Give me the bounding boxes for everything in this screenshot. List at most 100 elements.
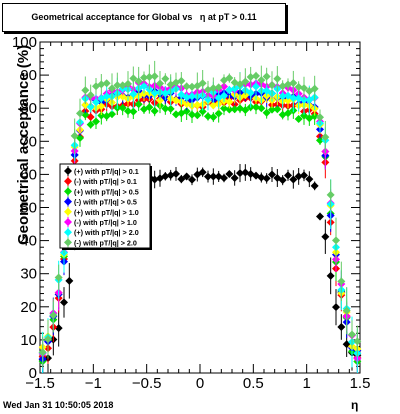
data-point [225, 86, 234, 95]
data-point [92, 98, 100, 107]
series-7 [38, 60, 362, 368]
data-point [145, 103, 154, 112]
y-tick-label: 10 [20, 332, 37, 349]
data-point [129, 74, 138, 83]
legend-label: (-) with pT/|q| > 0.1 [74, 177, 137, 186]
data-point [214, 83, 223, 92]
data-point [300, 84, 308, 93]
x-tick-label: 1.5 [350, 375, 371, 392]
y-tick-label: 80 [20, 100, 37, 117]
y-tick-label: 60 [20, 166, 37, 183]
data-point [289, 175, 298, 184]
data-point [326, 271, 335, 280]
data-point [225, 105, 234, 114]
data-point [161, 104, 170, 113]
data-point [193, 81, 202, 90]
data-point [230, 173, 239, 182]
data-point [166, 104, 175, 113]
data-point [209, 172, 218, 181]
data-point [342, 306, 351, 315]
data-point [246, 73, 255, 82]
data-point [97, 102, 106, 111]
data-point [172, 169, 180, 178]
legend-label: (+) with pT/|q| > 1.0 [74, 208, 139, 217]
legend-label: (-) with pT/|q| > 2.0 [74, 238, 137, 247]
data-point [102, 79, 111, 88]
legend-label: (+) with pT/|q| > 0.5 [74, 187, 139, 196]
y-tick-label: 40 [20, 233, 37, 250]
legend-label: (-) with pT/|q| > 1.0 [74, 218, 137, 227]
y-tick-label: 70 [20, 133, 37, 150]
data-point [54, 273, 63, 282]
data-point [166, 171, 175, 180]
data-point [38, 348, 47, 357]
data-point [353, 337, 362, 346]
data-point [86, 102, 95, 111]
data-point [198, 168, 207, 177]
legend-label: (+) with pT/|q| > 0.1 [74, 167, 139, 176]
data-point [236, 169, 244, 178]
data-point [65, 276, 74, 285]
data-point [262, 174, 271, 183]
data-point [326, 190, 335, 199]
data-point [204, 172, 212, 181]
data-point [113, 81, 122, 90]
data-point [337, 322, 346, 331]
data-point [129, 107, 138, 116]
data-point [294, 114, 303, 123]
data-point [44, 335, 52, 344]
y-tick-label: 90 [20, 67, 37, 84]
data-point [289, 94, 298, 103]
data-point [86, 120, 95, 129]
data-point [220, 91, 228, 100]
data-point [81, 86, 90, 95]
data-point [316, 212, 324, 221]
data-point [193, 101, 202, 110]
data-point [220, 104, 228, 113]
data-point [252, 71, 260, 80]
data-point [204, 95, 212, 104]
data-point [257, 173, 266, 182]
data-point [348, 330, 356, 339]
data-point [70, 131, 79, 140]
y-tick-label: 30 [20, 266, 37, 283]
data-point [182, 93, 191, 102]
data-point [156, 79, 164, 88]
data-point [241, 77, 250, 86]
data-point [316, 136, 324, 145]
data-point [188, 92, 196, 101]
data-point [150, 88, 159, 97]
data-point [268, 81, 276, 90]
data-point [230, 105, 239, 114]
data-point [140, 89, 148, 98]
data-point [241, 105, 250, 114]
data-point [310, 84, 319, 93]
data-point [262, 108, 271, 117]
legend-label: (-) with pT/|q| > 0.5 [74, 198, 137, 207]
data-point [294, 83, 303, 92]
x-tick-label: 0.5 [243, 375, 264, 392]
data-point [97, 111, 106, 120]
data-point [284, 109, 292, 118]
data-point [294, 172, 303, 181]
data-point [305, 96, 314, 105]
data-point [225, 170, 234, 179]
data-point [273, 74, 282, 83]
x-tick-label: −1 [85, 375, 102, 392]
data-point [145, 73, 154, 82]
data-point [188, 110, 196, 119]
data-point [332, 236, 340, 245]
data-point [129, 90, 138, 99]
data-point [252, 103, 260, 112]
y-tick-label: 0 [29, 365, 37, 382]
data-point [220, 174, 228, 183]
data-point [268, 170, 276, 179]
data-point [300, 171, 308, 180]
data-point [161, 172, 170, 181]
data-point [310, 181, 319, 190]
data-point [97, 80, 106, 89]
data-point [220, 82, 228, 91]
data-point [150, 175, 159, 184]
timestamp-footer: Wed Jan 31 10:50:05 2018 [3, 400, 114, 410]
data-point [124, 107, 132, 116]
